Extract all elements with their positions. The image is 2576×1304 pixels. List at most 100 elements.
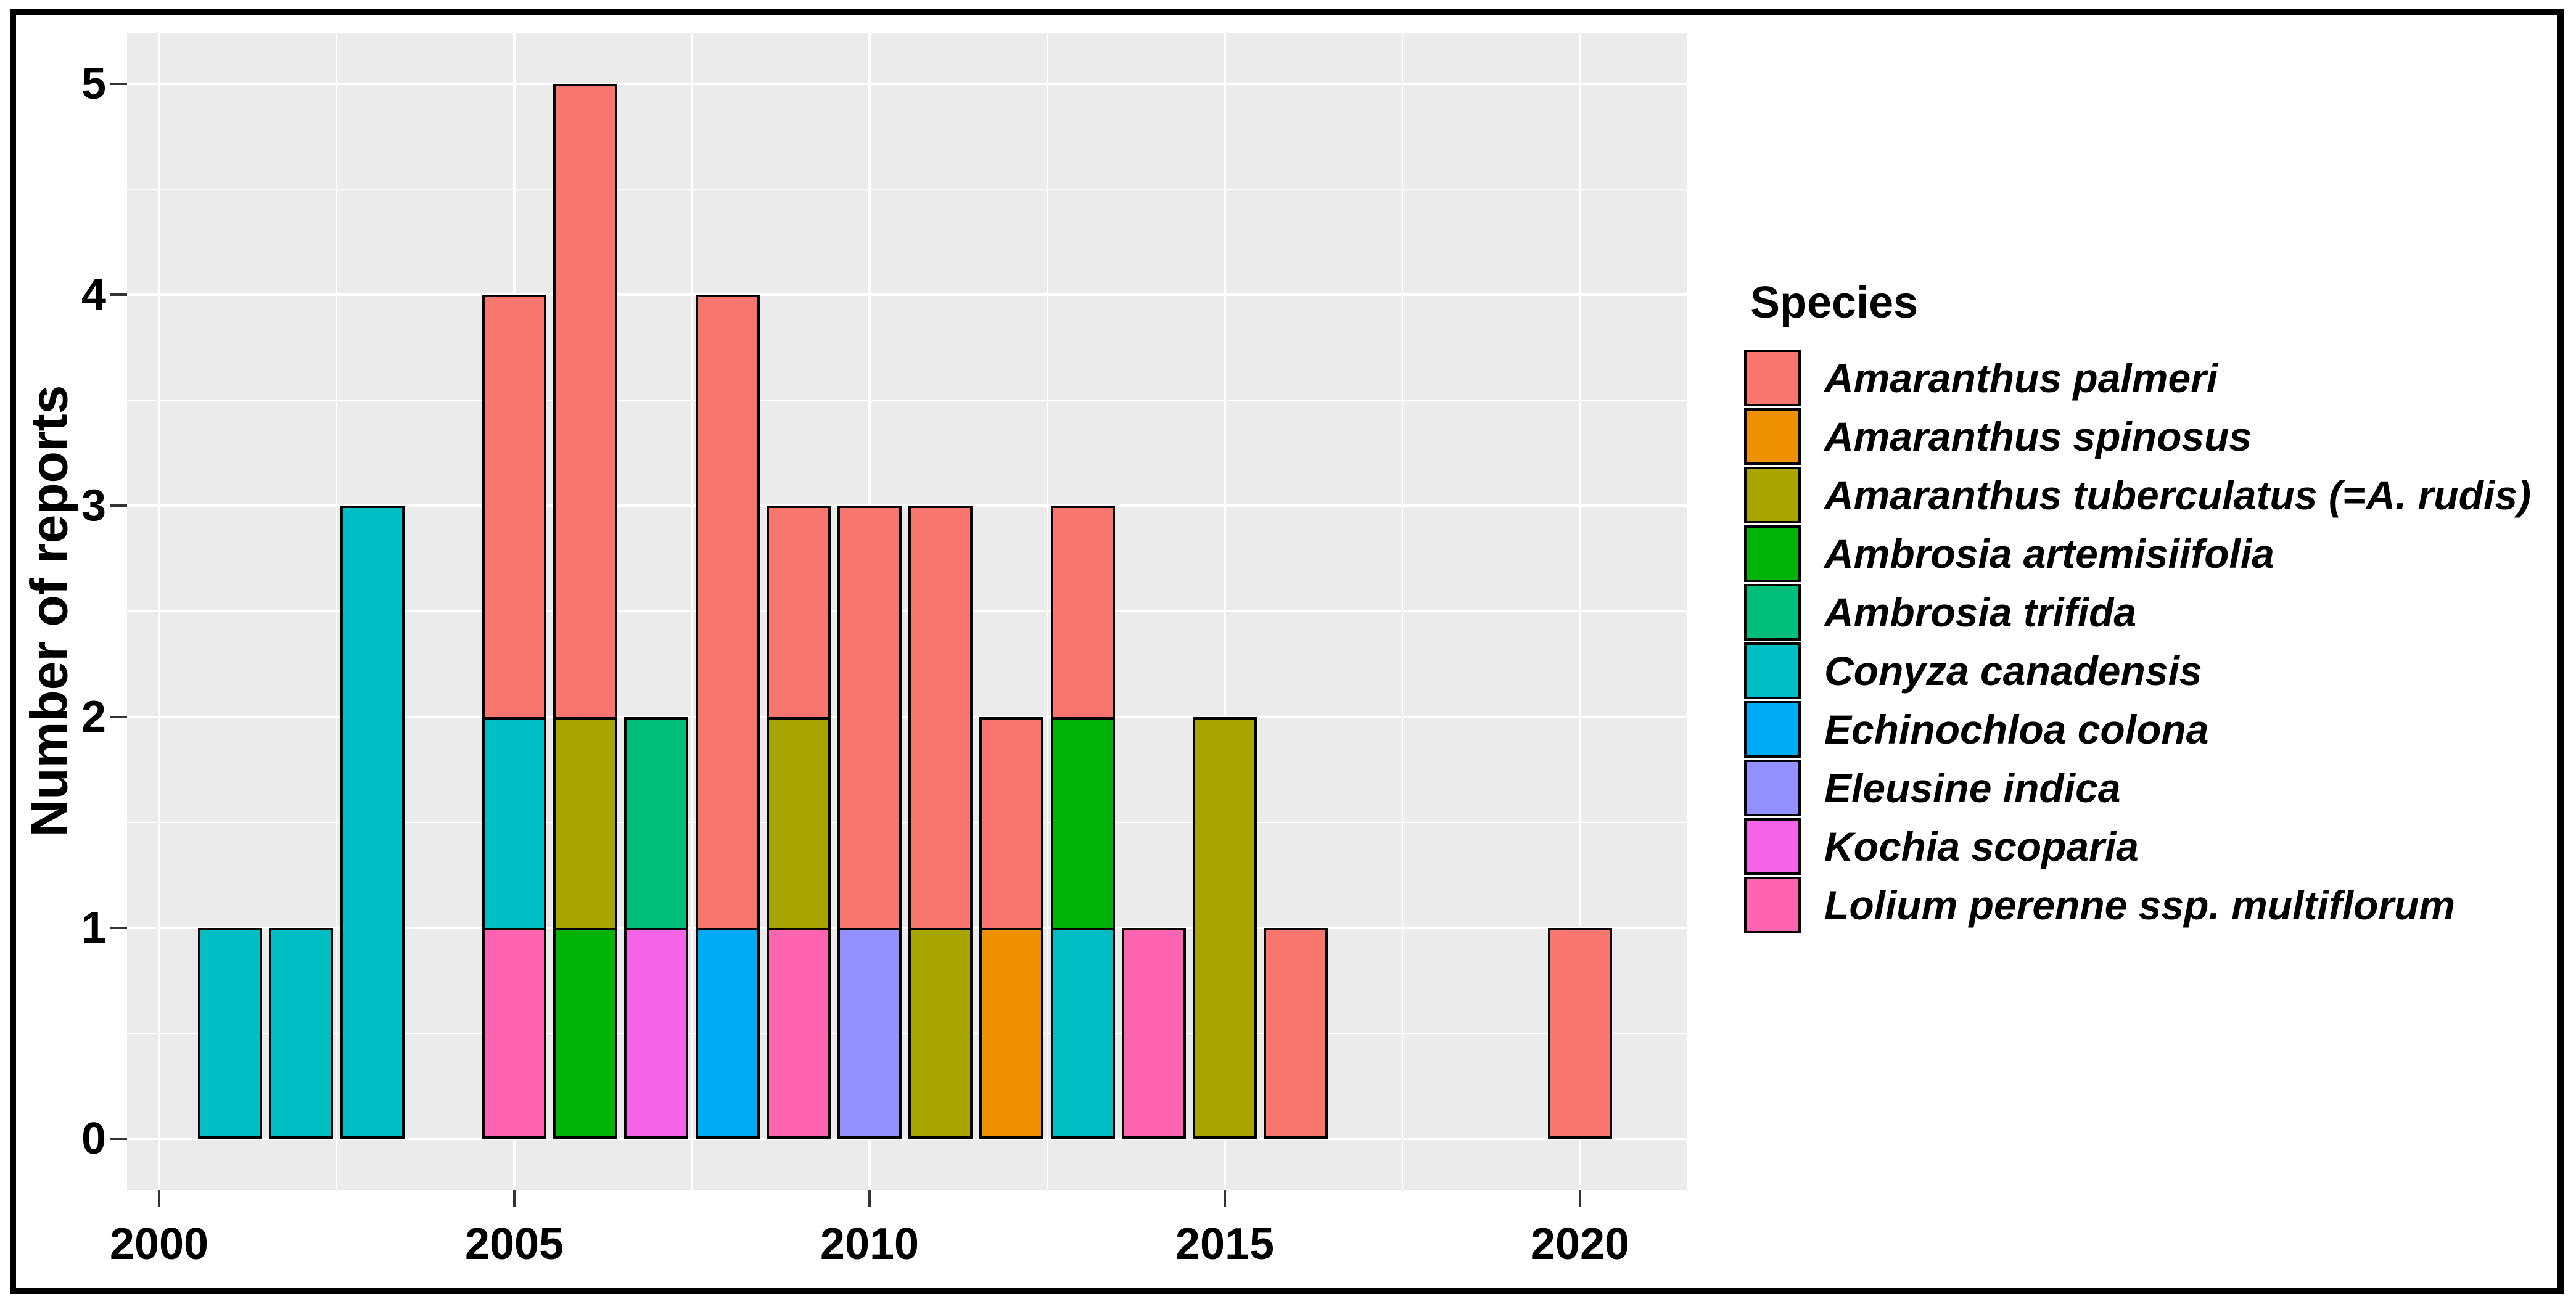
legend-item: Amaranthus tuberculatus (=A. rudis) xyxy=(1744,465,2531,524)
legend-key-swatch xyxy=(1744,700,1801,758)
bar-segment-2014 xyxy=(1121,927,1186,1139)
legend-item-label: Kochia scoparia xyxy=(1824,823,2139,869)
legend-item: Amaranthus palmeri xyxy=(1744,348,2531,407)
y-tick-label: 4 xyxy=(81,270,106,319)
legend-key-swatch xyxy=(1744,349,1801,406)
bar-segment-2009 xyxy=(766,927,831,1139)
bar-segment-2009 xyxy=(766,716,831,930)
legend-item-label: Ambrosia trifida xyxy=(1824,589,2137,635)
legend-item: Eleusine indica xyxy=(1744,758,2531,817)
bar-segment-2006 xyxy=(553,83,618,720)
gridline-major-horizontal xyxy=(127,715,1687,718)
legend-item: Conyza canadensis xyxy=(1744,641,2531,700)
x-axis-tick xyxy=(1579,1190,1581,1207)
x-tick-label: 2000 xyxy=(109,1220,209,1269)
gridline-major-vertical xyxy=(1579,33,1581,1190)
legend-item-label: Lolium perenne ssp. multiflorum xyxy=(1824,882,2456,928)
bar-segment-2013 xyxy=(1050,927,1115,1139)
bar-segment-2013 xyxy=(1050,716,1115,930)
y-axis-tick xyxy=(110,926,127,929)
x-axis-tick xyxy=(1224,1190,1226,1207)
y-axis-title: Number of reports xyxy=(20,385,78,837)
plot-panel xyxy=(127,33,1687,1190)
y-tick-label: 0 xyxy=(81,1114,106,1163)
legend-key-swatch xyxy=(1744,818,1801,875)
gridline-major-horizontal xyxy=(127,504,1687,507)
gridline-major-horizontal xyxy=(127,1138,1687,1140)
x-tick-label: 2015 xyxy=(1175,1220,1275,1269)
bar-segment-2016 xyxy=(1264,927,1328,1139)
gridline-major-vertical xyxy=(158,33,160,1190)
bar-segment-2007 xyxy=(624,716,689,930)
legend-item-label: Echinochloa colona xyxy=(1824,706,2209,752)
gridline-minor-horizontal xyxy=(127,610,1687,612)
y-tick-label: 3 xyxy=(81,481,106,531)
x-axis-tick xyxy=(158,1190,160,1207)
legend: Species Amaranthus palmeri Amaranthus spi… xyxy=(1744,281,2531,934)
bar-segment-2002 xyxy=(269,927,334,1139)
bar-segment-2001 xyxy=(198,927,263,1139)
legend-item-label: Amaranthus spinosus xyxy=(1824,413,2252,459)
legend-key-swatch xyxy=(1744,583,1801,641)
legend-title: Species xyxy=(1750,278,1919,327)
legend-item: Echinochloa colona xyxy=(1744,700,2531,758)
gridline-minor-horizontal xyxy=(127,1032,1687,1034)
bar-segment-2005 xyxy=(482,927,546,1139)
legend-items: Amaranthus palmeri Amaranthus spinosus Ama… xyxy=(1744,348,2531,934)
legend-item-label: Conyza canadensis xyxy=(1824,647,2202,694)
x-axis-tick xyxy=(513,1190,516,1207)
x-tick-label: 2020 xyxy=(1530,1220,1630,1269)
x-tick-label: 2005 xyxy=(464,1220,564,1269)
legend-key-swatch xyxy=(1744,525,1801,582)
gridline-major-horizontal xyxy=(127,926,1687,929)
bar-segment-2003 xyxy=(340,506,405,1139)
x-tick-label: 2010 xyxy=(820,1220,920,1269)
legend-item-label: Amaranthus tuberculatus (=A. rudis) xyxy=(1824,472,2532,518)
gridline-major-horizontal xyxy=(127,82,1687,85)
legend-item: Lolium perenne ssp. multiflorum xyxy=(1744,875,2531,934)
y-tick-label: 2 xyxy=(81,692,106,742)
legend-key-swatch xyxy=(1744,759,1801,816)
legend-item-label: Amaranthus palmeri xyxy=(1824,355,2218,401)
bar-segment-2005 xyxy=(482,295,546,720)
legend-key-swatch xyxy=(1744,466,1801,523)
gridline-major-horizontal xyxy=(127,293,1687,296)
legend-item: Ambrosia artemisiifolia xyxy=(1744,524,2531,583)
bar-segment-2011 xyxy=(908,506,973,930)
legend-key-swatch xyxy=(1744,642,1801,699)
y-tick-label: 5 xyxy=(81,59,106,109)
y-axis-tick xyxy=(110,293,127,296)
bar-segment-2011 xyxy=(908,927,973,1139)
legend-key-swatch xyxy=(1744,876,1801,933)
y-axis-tick xyxy=(110,82,127,85)
legend-key-swatch xyxy=(1744,408,1801,465)
y-tick-label: 1 xyxy=(81,903,106,953)
x-axis-tick xyxy=(868,1190,871,1207)
bar-segment-2007 xyxy=(624,927,689,1139)
bar-segment-2010 xyxy=(837,506,902,930)
legend-item-label: Eleusine indica xyxy=(1824,765,2121,811)
bar-segment-2012 xyxy=(979,716,1044,930)
bar-segment-2020 xyxy=(1548,927,1612,1139)
bar-segment-2010 xyxy=(837,927,902,1139)
legend-item-label: Ambrosia artemisiifolia xyxy=(1824,530,2274,576)
bar-segment-2006 xyxy=(553,927,618,1139)
gridline-major-vertical xyxy=(1224,33,1226,1190)
bar-segment-2013 xyxy=(1050,506,1115,720)
gridline-minor-horizontal xyxy=(127,400,1687,401)
bar-segment-2012 xyxy=(979,927,1044,1139)
legend-item: Kochia scoparia xyxy=(1744,817,2531,875)
gridline-minor-horizontal xyxy=(127,188,1687,190)
bar-segment-2005 xyxy=(482,716,546,930)
bar-segment-2006 xyxy=(553,716,618,930)
bar-segment-2015 xyxy=(1193,716,1257,1139)
bar-segment-2009 xyxy=(766,506,831,720)
legend-item: Amaranthus spinosus xyxy=(1744,407,2531,465)
y-axis-tick xyxy=(110,1138,127,1140)
legend-item: Ambrosia trifida xyxy=(1744,583,2531,641)
bar-segment-2008 xyxy=(695,295,760,930)
bar-segment-2008 xyxy=(695,927,760,1139)
y-axis-tick xyxy=(110,504,127,507)
y-axis-tick xyxy=(110,715,127,718)
